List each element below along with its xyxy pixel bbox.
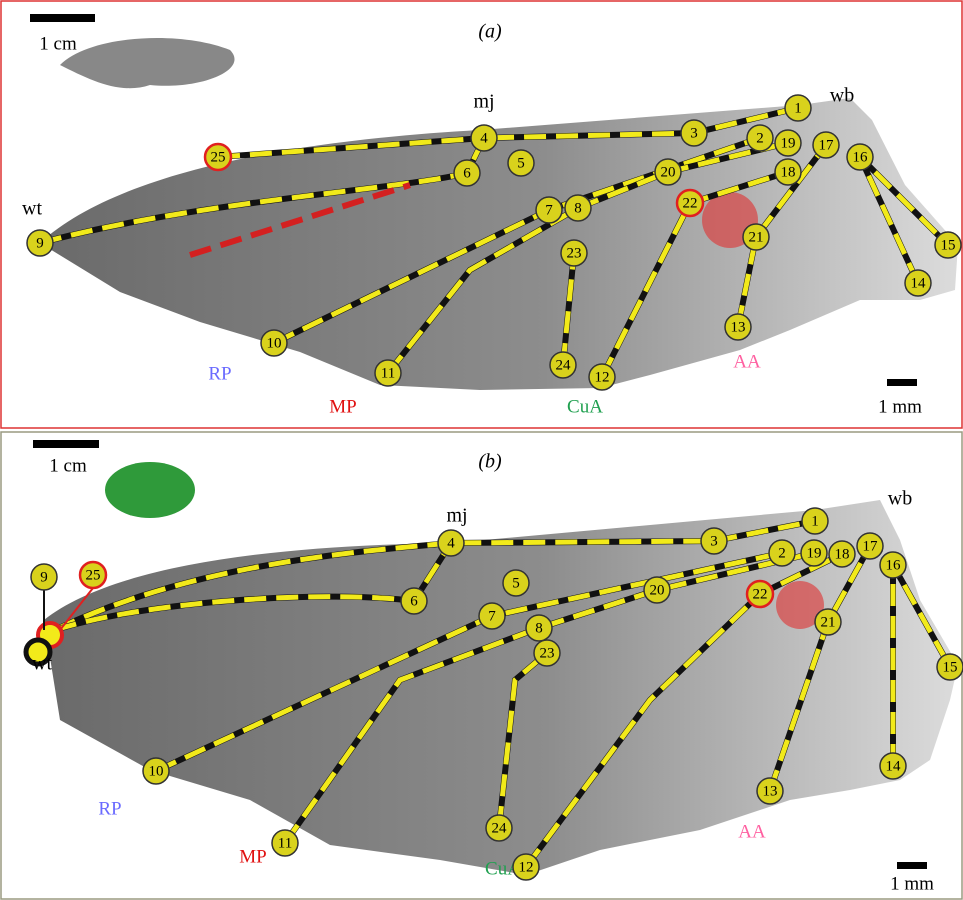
landmark-label: 12 xyxy=(519,859,534,875)
landmark-label: 22 xyxy=(753,586,768,602)
region-label: AA xyxy=(738,821,766,842)
joint-label: mj xyxy=(473,91,494,113)
joint-label: wt xyxy=(22,198,42,220)
landmark-label: 17 xyxy=(863,538,879,554)
landmark-label: 19 xyxy=(781,135,796,151)
region-label: CuA xyxy=(567,396,603,417)
landmark-label: 22 xyxy=(683,195,698,211)
region-label: MP xyxy=(239,846,266,867)
scale-bar xyxy=(33,440,99,448)
landmark-label: 21 xyxy=(821,614,836,630)
joint-label: wb xyxy=(830,85,854,107)
joint-label: mj xyxy=(446,505,467,527)
landmark-label: 10 xyxy=(149,763,164,779)
scale-label: 1 cm xyxy=(49,455,87,476)
landmark-label: 15 xyxy=(943,659,958,675)
landmark-label: 24 xyxy=(492,820,508,836)
landmark-label: 11 xyxy=(381,365,395,381)
joint-label: wt xyxy=(32,653,52,675)
landmark-label: 3 xyxy=(690,125,698,141)
landmark-label: 4 xyxy=(447,535,455,551)
landmark-label: 8 xyxy=(574,200,582,216)
landmark-label: 25 xyxy=(211,149,226,165)
landmark-label: 10 xyxy=(267,335,282,351)
landmark-label: 25 xyxy=(86,567,101,583)
wing-a xyxy=(40,38,958,390)
landmark-label: 17 xyxy=(819,137,835,153)
landmark-label: 15 xyxy=(941,237,956,253)
landmark-label: 16 xyxy=(886,557,902,573)
landmark-label: 20 xyxy=(661,164,676,180)
landmark-label: 5 xyxy=(512,575,520,591)
landmark-label: 13 xyxy=(731,319,746,335)
landmark-label: 9 xyxy=(40,569,48,585)
scale-label: 1 cm xyxy=(39,33,77,54)
landmark-label: 2 xyxy=(756,130,764,146)
landmark-label: 5 xyxy=(517,155,525,171)
region-label: RP xyxy=(208,363,231,384)
figure: (a)1 cm1 mmmjwbwtRPMPCuAAA12345678910111… xyxy=(0,0,963,900)
scale-bar xyxy=(887,379,917,386)
landmark-label: 4 xyxy=(480,130,488,146)
region-label: AA xyxy=(733,351,761,372)
landmark-label: 13 xyxy=(763,783,778,799)
scale-bar xyxy=(897,862,927,869)
landmark-label: 23 xyxy=(567,245,582,261)
landmark-label: 18 xyxy=(781,164,796,180)
landmark-label: 24 xyxy=(556,357,572,373)
landmark-label: 7 xyxy=(545,202,553,218)
landmark-label: 11 xyxy=(278,835,292,851)
landmark-label: 3 xyxy=(710,533,718,549)
landmark-label: 18 xyxy=(835,546,850,562)
scale-bar xyxy=(30,14,95,22)
landmark-label: 6 xyxy=(463,165,471,181)
landmark-label: 9 xyxy=(36,235,44,251)
landmark-label: 20 xyxy=(650,582,665,598)
landmark-label: 23 xyxy=(540,645,555,661)
landmark-label: 7 xyxy=(488,608,496,624)
landmark-label: 14 xyxy=(911,275,927,291)
landmark-label: 2 xyxy=(778,545,786,561)
region-label: MP xyxy=(329,396,356,417)
panel-label: (b) xyxy=(478,451,502,473)
landmark-label: 19 xyxy=(807,545,822,561)
scale-label: 1 mm xyxy=(878,396,922,417)
panel-label: (a) xyxy=(478,21,502,43)
landmark-label: 1 xyxy=(794,100,802,116)
joint-label: wb xyxy=(888,488,912,510)
scale-label: 1 mm xyxy=(890,873,934,894)
landmark-label: 12 xyxy=(595,369,610,385)
landmark-label: 1 xyxy=(811,513,819,529)
landmark-label: 21 xyxy=(749,229,764,245)
landmark-label: 6 xyxy=(410,593,418,609)
landmark-label: 8 xyxy=(535,620,543,636)
landmark-label: 14 xyxy=(886,758,902,774)
region-label: RP xyxy=(98,798,121,819)
landmark-label: 16 xyxy=(853,149,869,165)
